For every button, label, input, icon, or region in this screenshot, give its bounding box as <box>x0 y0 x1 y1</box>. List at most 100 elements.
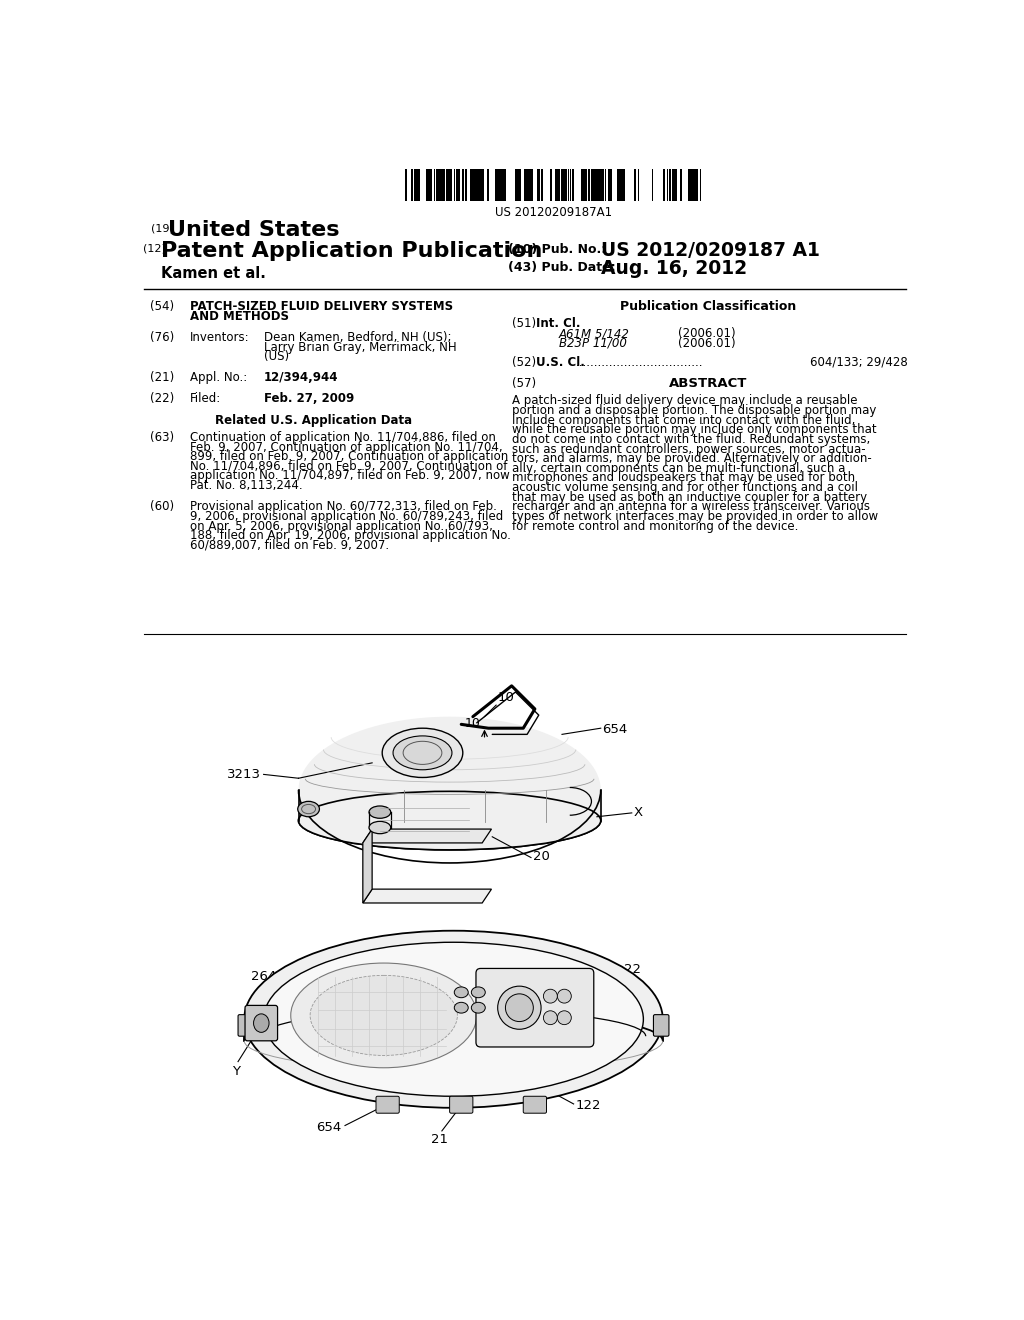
Text: Aug. 16, 2012: Aug. 16, 2012 <box>601 259 746 277</box>
Bar <box>681 169 682 201</box>
Ellipse shape <box>544 1011 557 1024</box>
Text: 60/889,007, filed on Feb. 9, 2007.: 60/889,007, filed on Feb. 9, 2007. <box>190 539 389 552</box>
Text: AND METHODS: AND METHODS <box>190 310 289 322</box>
Bar <box>584 169 586 201</box>
Text: Larry Brian Gray, Merrimack, NH: Larry Brian Gray, Merrimack, NH <box>263 341 457 354</box>
Bar <box>496 169 498 201</box>
Ellipse shape <box>471 1002 485 1014</box>
Text: (57): (57) <box>512 378 537 391</box>
Bar <box>669 169 671 201</box>
Text: A patch-sized fluid delivery device may include a reusable: A patch-sized fluid delivery device may … <box>512 395 858 408</box>
Ellipse shape <box>298 801 319 817</box>
Text: 3213: 3213 <box>226 768 260 781</box>
Bar <box>555 169 557 201</box>
Ellipse shape <box>471 987 485 998</box>
Bar <box>624 169 625 201</box>
Bar <box>581 169 583 201</box>
Text: (76): (76) <box>150 331 174 345</box>
Text: do not come into contact with the fluid. Redundant systems,: do not come into contact with the fluid.… <box>512 433 870 446</box>
Bar <box>465 169 467 201</box>
Text: 5010: 5010 <box>524 944 558 957</box>
Bar <box>519 169 521 201</box>
Text: (52): (52) <box>512 356 537 368</box>
FancyBboxPatch shape <box>653 1015 669 1036</box>
Text: A61M 5/142: A61M 5/142 <box>559 327 630 341</box>
FancyBboxPatch shape <box>450 1096 473 1113</box>
Text: 654: 654 <box>602 723 628 737</box>
Bar <box>531 169 534 201</box>
Bar <box>445 169 447 201</box>
Polygon shape <box>362 890 492 903</box>
Text: (2006.01): (2006.01) <box>678 337 736 350</box>
Text: Kamen et al.: Kamen et al. <box>161 267 265 281</box>
Text: 2645: 2645 <box>251 970 285 983</box>
Bar <box>447 169 449 201</box>
Text: Continuation of application No. 11/704,886, filed on: Continuation of application No. 11/704,8… <box>190 430 496 444</box>
Bar <box>500 169 501 201</box>
Text: (2006.01): (2006.01) <box>678 327 736 341</box>
Text: (22): (22) <box>150 392 174 405</box>
Text: 10: 10 <box>498 690 514 704</box>
Text: tors, and alarms, may be provided. Alternatively or addition-: tors, and alarms, may be provided. Alter… <box>512 453 872 465</box>
Bar <box>486 169 489 201</box>
Bar <box>672 169 674 201</box>
Text: Feb. 9, 2007, Continuation of application No. 11/704,: Feb. 9, 2007, Continuation of applicatio… <box>190 441 503 454</box>
Text: ally, certain components can be multi-functional, such a: ally, certain components can be multi-fu… <box>512 462 846 475</box>
Ellipse shape <box>245 931 663 1107</box>
Text: (54): (54) <box>150 300 174 313</box>
Text: (10) Pub. No.:: (10) Pub. No.: <box>508 243 606 256</box>
Bar <box>525 169 528 201</box>
Text: US 20120209187A1: US 20120209187A1 <box>495 206 612 219</box>
Text: Y: Y <box>232 1065 241 1078</box>
Bar <box>529 169 531 201</box>
Bar <box>518 169 519 201</box>
Text: Provisional application No. 60/772,313, filed on Feb.: Provisional application No. 60/772,313, … <box>190 500 497 513</box>
Text: (12): (12) <box>143 243 166 253</box>
Bar <box>414 169 417 201</box>
Bar <box>694 169 696 201</box>
Bar <box>690 169 693 201</box>
Text: 654: 654 <box>315 1121 341 1134</box>
Bar <box>429 169 432 201</box>
Polygon shape <box>362 829 492 843</box>
Text: Appl. No.:: Appl. No.: <box>190 371 247 384</box>
Ellipse shape <box>506 994 534 1022</box>
Text: on Apr. 5, 2006, provisional application No. 60/793,: on Apr. 5, 2006, provisional application… <box>190 520 493 532</box>
Bar <box>586 169 587 201</box>
Text: 21: 21 <box>431 1133 449 1146</box>
Text: such as redundant controllers, power sources, motor actua-: such as redundant controllers, power sou… <box>512 442 866 455</box>
Text: 22: 22 <box>624 962 641 975</box>
Text: 9, 2006, provisional application No. 60/789,243, filed: 9, 2006, provisional application No. 60/… <box>190 510 503 523</box>
Bar <box>501 169 503 201</box>
Bar <box>607 169 609 201</box>
Text: 5020: 5020 <box>627 1005 660 1018</box>
Bar <box>562 169 564 201</box>
Ellipse shape <box>498 986 541 1030</box>
Text: for remote control and monitoring of the device.: for remote control and monitoring of the… <box>512 520 799 532</box>
Text: No. 11/704,896, filed on Feb. 9, 2007, Continuation of: No. 11/704,896, filed on Feb. 9, 2007, C… <box>190 459 507 473</box>
Bar <box>406 169 407 201</box>
Ellipse shape <box>310 975 458 1056</box>
Text: U.S. Cl.: U.S. Cl. <box>536 356 585 368</box>
Bar <box>652 169 653 201</box>
Text: Publication Classification: Publication Classification <box>620 300 796 313</box>
Ellipse shape <box>455 987 468 998</box>
Text: (43) Pub. Date:: (43) Pub. Date: <box>508 261 615 273</box>
FancyBboxPatch shape <box>245 1006 278 1040</box>
Text: X: X <box>634 807 643 820</box>
Bar <box>418 169 420 201</box>
Bar <box>602 169 604 201</box>
Bar <box>589 169 590 201</box>
Bar <box>595 169 597 201</box>
Bar <box>470 169 472 201</box>
Bar <box>454 169 455 201</box>
Text: that may be used as both an inductive coupler for a battery: that may be used as both an inductive co… <box>512 491 867 504</box>
Text: 10: 10 <box>465 717 481 730</box>
Bar <box>558 169 560 201</box>
Text: 604/133; 29/428: 604/133; 29/428 <box>810 356 907 368</box>
Bar <box>674 169 676 201</box>
Bar <box>663 169 665 201</box>
Text: (51): (51) <box>512 317 537 330</box>
Bar <box>696 169 698 201</box>
Bar <box>617 169 618 201</box>
